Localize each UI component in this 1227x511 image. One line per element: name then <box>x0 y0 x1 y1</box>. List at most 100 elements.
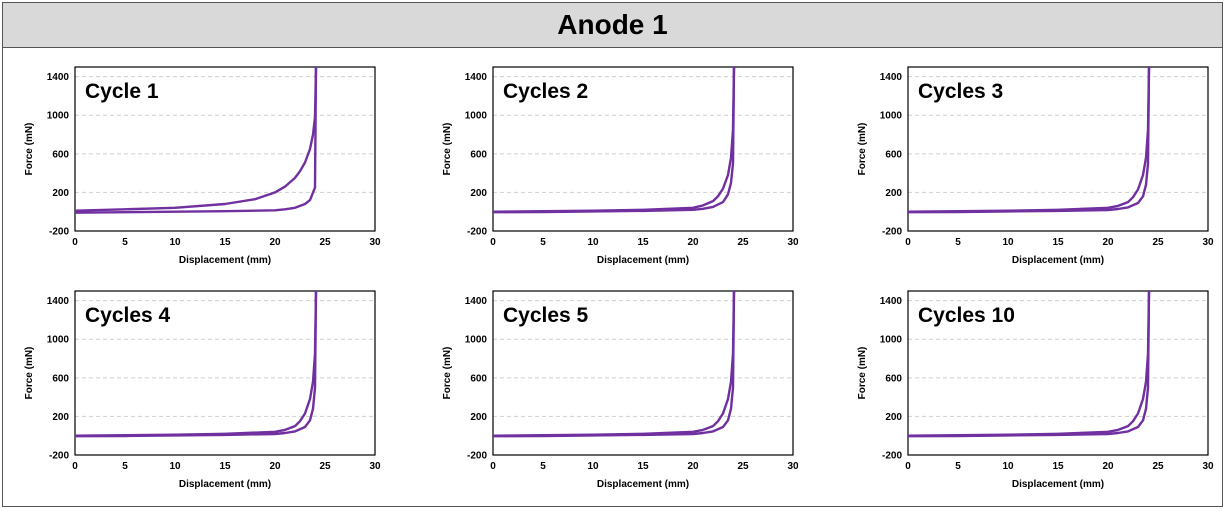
y-tick-label: 1400 <box>47 296 70 307</box>
series-line-unloading <box>493 291 736 438</box>
plot-frame <box>74 66 376 232</box>
x-tick-label: 20 <box>687 237 699 248</box>
chart-0: -200 200 600 1000 1400 0 5 10 15 20 25 30 Displaceme… <box>15 53 415 278</box>
x-tick-label: 20 <box>1102 461 1114 472</box>
y-tick-label: 600 <box>885 149 902 160</box>
x-tick-label: 5 <box>955 237 961 248</box>
chart-title: Cycles 2 <box>503 80 588 103</box>
y-tick-label: 200 <box>52 412 69 423</box>
x-tick-label: 20 <box>1102 237 1114 248</box>
x-tick-label: 15 <box>219 237 231 248</box>
y-tick-label: 1400 <box>880 72 903 83</box>
x-axis-label: Displacement (mm) <box>597 479 689 490</box>
chart-5: -200 200 600 1000 1400 0 5 10 15 20 25 30 Displaceme… <box>848 277 1227 502</box>
chart-title: Cycles 5 <box>503 304 589 327</box>
x-tick-label: 20 <box>687 461 699 472</box>
x-tick-label: 5 <box>122 461 128 472</box>
y-tick-label: 600 <box>470 149 487 160</box>
x-tick-label: 0 <box>490 237 496 248</box>
x-axis-label: Displacement (mm) <box>1012 479 1104 490</box>
x-tick-label: 0 <box>490 461 496 472</box>
chart-1: -200 200 600 1000 1400 0 5 10 15 20 25 30 Displaceme… <box>433 53 833 278</box>
chart-title: Cycle 1 <box>85 80 159 103</box>
x-tick-label: 0 <box>905 461 911 472</box>
chart-title: Cycles 10 <box>918 304 1015 327</box>
y-tick-label: 1400 <box>47 72 70 83</box>
x-tick-label: 10 <box>587 237 599 248</box>
y-tick-label: 1000 <box>47 111 70 122</box>
x-tick-label: 30 <box>1202 237 1214 248</box>
y-tick-label: 200 <box>470 412 487 423</box>
y-tick-label: 1400 <box>465 296 488 307</box>
x-tick-label: 20 <box>269 237 281 248</box>
x-tick-label: 30 <box>1202 461 1214 472</box>
x-tick-label: 30 <box>369 461 381 472</box>
y-tick-label: -200 <box>49 227 69 238</box>
plot-frame <box>492 290 794 456</box>
x-tick-label: 10 <box>169 237 181 248</box>
chart-title: Cycles 3 <box>918 80 1003 103</box>
plot-frame <box>907 290 1209 456</box>
x-tick-label: 25 <box>319 461 331 472</box>
x-tick-label: 5 <box>540 461 546 472</box>
y-tick-label: 1000 <box>465 111 488 122</box>
y-tick-label: -200 <box>467 227 487 238</box>
x-tick-label: 5 <box>540 237 546 248</box>
x-tick-label: 15 <box>637 237 649 248</box>
x-tick-label: 30 <box>787 461 799 472</box>
y-tick-label: -200 <box>882 227 902 238</box>
x-tick-label: 15 <box>1052 237 1064 248</box>
y-tick-label: -200 <box>49 451 69 462</box>
chart-svg: -200 200 600 1000 1400 0 5 10 15 20 25 30 Displaceme… <box>24 290 381 490</box>
y-tick-label: 200 <box>885 412 902 423</box>
chart-3: -200 200 600 1000 1400 0 5 10 15 20 25 30 Displaceme… <box>15 277 415 502</box>
y-axis-label: Force (mN) <box>442 123 453 176</box>
y-tick-label: 600 <box>52 373 69 384</box>
x-tick-label: 25 <box>737 237 749 248</box>
y-tick-label: 600 <box>885 373 902 384</box>
x-tick-label: 10 <box>1002 461 1014 472</box>
x-axis-label: Displacement (mm) <box>1012 255 1104 266</box>
x-tick-label: 0 <box>72 461 78 472</box>
chart-svg: -200 200 600 1000 1400 0 5 10 15 20 25 30 Displaceme… <box>857 66 1214 266</box>
x-tick-label: 25 <box>1152 237 1164 248</box>
plot-frame <box>74 290 376 456</box>
chart-2: -200 200 600 1000 1400 0 5 10 15 20 25 30 Displaceme… <box>848 53 1227 278</box>
y-tick-label: -200 <box>467 451 487 462</box>
y-axis-label: Force (mN) <box>857 347 868 400</box>
series-line-unloading <box>75 67 318 214</box>
y-tick-label: -200 <box>882 451 902 462</box>
x-axis-label: Displacement (mm) <box>179 479 271 490</box>
x-axis-label: Displacement (mm) <box>179 255 271 266</box>
y-tick-label: 200 <box>885 188 902 199</box>
chart-title: Cycles 4 <box>85 304 171 327</box>
x-tick-label: 10 <box>169 461 181 472</box>
x-tick-label: 20 <box>269 461 281 472</box>
x-axis-label: Displacement (mm) <box>597 255 689 266</box>
x-tick-label: 5 <box>955 461 961 472</box>
x-tick-label: 15 <box>219 461 231 472</box>
series-line-unloading <box>908 291 1151 438</box>
y-tick-label: 1400 <box>880 296 903 307</box>
y-tick-label: 1000 <box>465 335 488 346</box>
x-tick-label: 10 <box>1002 237 1014 248</box>
y-tick-label: 1000 <box>880 111 903 122</box>
y-axis-label: Force (mN) <box>24 347 35 400</box>
series-line-unloading <box>75 291 318 438</box>
x-tick-label: 30 <box>369 237 381 248</box>
series-line-loading <box>75 67 318 212</box>
chart-svg: -200 200 600 1000 1400 0 5 10 15 20 25 30 Displaceme… <box>24 66 381 266</box>
y-tick-label: 600 <box>470 373 487 384</box>
x-tick-label: 25 <box>1152 461 1164 472</box>
chart-svg: -200 200 600 1000 1400 0 5 10 15 20 25 30 Displaceme… <box>442 290 799 490</box>
x-tick-label: 10 <box>587 461 599 472</box>
x-tick-label: 25 <box>319 237 331 248</box>
y-axis-label: Force (mN) <box>857 123 868 176</box>
chart-svg: -200 200 600 1000 1400 0 5 10 15 20 25 30 Displaceme… <box>857 290 1214 490</box>
series-line-unloading <box>493 67 736 214</box>
title-bar: Anode 1 <box>3 3 1222 48</box>
y-tick-label: 200 <box>470 188 487 199</box>
y-tick-label: 200 <box>52 188 69 199</box>
y-tick-label: 600 <box>52 149 69 160</box>
